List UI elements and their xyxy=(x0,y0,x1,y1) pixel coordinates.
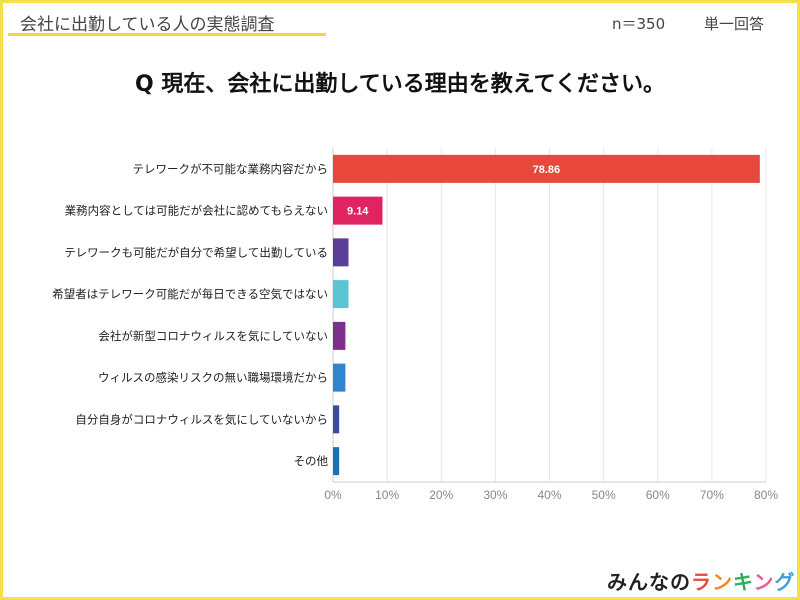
category-label: 業務内容としては可能だが会社に認めてもらえない xyxy=(65,204,328,218)
bar xyxy=(333,321,346,350)
x-tick-label: 10% xyxy=(375,488,399,502)
x-tick-label: 70% xyxy=(700,488,724,502)
logo: みんなのランキング xyxy=(607,570,796,594)
category-label: 自分自身がコロナウィルスを気にしていないから xyxy=(75,412,328,426)
data-label: 9.14 xyxy=(347,206,369,218)
category-label: テレワークが不可能な業務内容だから xyxy=(133,162,329,176)
question-text: Q 現在、会社に出勤している理由を教えてください。 xyxy=(135,72,665,97)
x-tick-label: 0% xyxy=(324,488,342,502)
category-label: その他 xyxy=(294,454,329,468)
data-label: 78.86 xyxy=(533,164,561,176)
category-label: 希望者はテレワーク可能だが毎日できる空気ではない xyxy=(52,287,328,301)
bar xyxy=(333,405,340,434)
bar xyxy=(333,363,346,392)
category-label: 会社が新型コロナウィルスを気にしていない xyxy=(98,329,328,343)
category-label: ウィルスの感染リスクの無い職場環境だから xyxy=(98,371,328,385)
x-tick-label: 40% xyxy=(537,488,561,502)
x-tick-label: 80% xyxy=(754,488,778,502)
answer-type: 単一回答 xyxy=(704,15,765,33)
title-underline xyxy=(8,33,326,36)
bar xyxy=(333,154,760,183)
x-tick-label: 50% xyxy=(592,488,616,502)
survey-title: 会社に出勤している人の実態調査 xyxy=(20,15,275,35)
bar xyxy=(333,238,349,267)
x-tick-label: 60% xyxy=(646,488,670,502)
bar xyxy=(333,447,340,476)
category-label: テレワークも可能だが自分で希望して出勤している xyxy=(64,245,328,259)
bar xyxy=(333,280,349,309)
sample-size: n＝350 xyxy=(612,15,666,33)
bar xyxy=(333,196,383,225)
x-tick-label: 30% xyxy=(483,488,507,502)
x-tick-label: 20% xyxy=(429,488,453,502)
